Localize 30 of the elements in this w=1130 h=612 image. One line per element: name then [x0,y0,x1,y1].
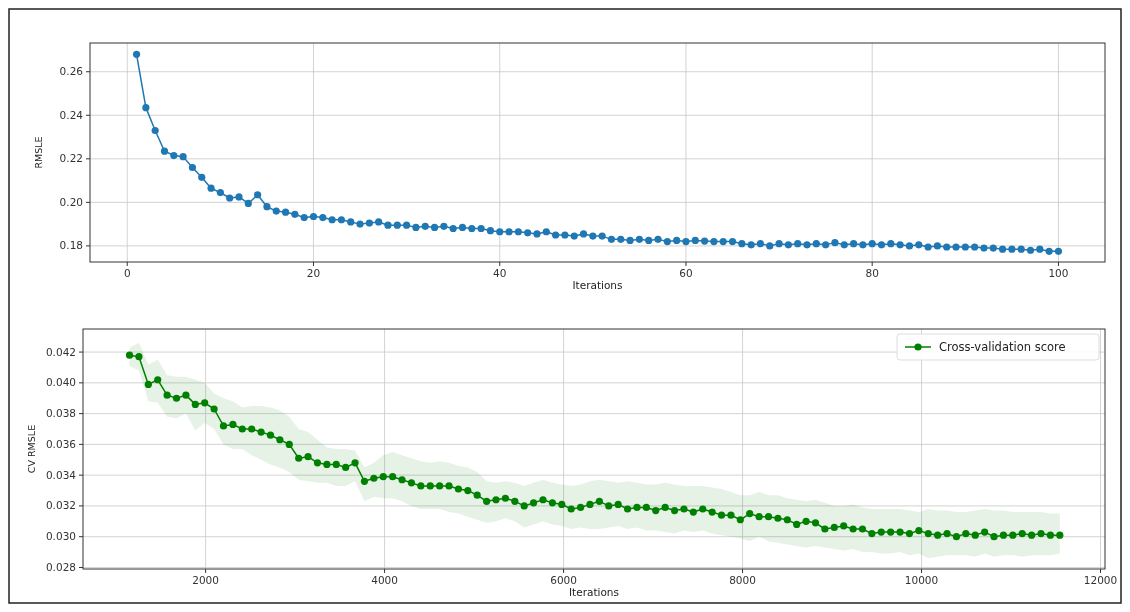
y-tick-label: 0.26 [59,65,84,78]
y-tick-label: 0.22 [59,152,83,165]
y-tick-label: 0.038 [45,407,76,420]
x-axis-title: Iterations [572,279,623,291]
y-tick-label: 0.032 [45,499,76,512]
x-tick-label: 4000 [371,574,398,586]
x-tick-label: 2000 [192,574,219,586]
y-tick-label: 0.18 [59,239,83,252]
x-axis-title: Iterations [568,586,620,598]
x-tick-label: 8000 [729,574,756,586]
x-tick-label: 10000 [904,574,939,586]
x-tick-label: 12000 [1083,574,1118,586]
y-tick-label: 0.20 [59,195,83,208]
y-tick-label: 0.042 [45,345,76,358]
y-tick-label: 0.036 [45,437,77,450]
x-tick-label: 20 [306,267,321,279]
y-tick-label: 0.028 [45,560,76,573]
legend-label: Cross-validation score [939,340,1066,354]
x-tick-label: 80 [865,267,879,279]
x-tick-label: 60 [679,267,693,279]
y-tick-label: 0.24 [59,108,84,121]
y-axis-title: RMSLE [33,136,44,169]
x-tick-label: 100 [1048,267,1069,279]
x-tick-label: 40 [493,267,507,279]
x-tick-label: 6000 [550,574,577,586]
x-tick-label: 0 [123,267,131,279]
y-tick-label: 0.034 [45,468,77,481]
y-tick-label: 0.040 [45,376,76,389]
y-tick-label: 0.030 [45,530,76,543]
y-axis-title: CV RMSLE [26,424,37,474]
